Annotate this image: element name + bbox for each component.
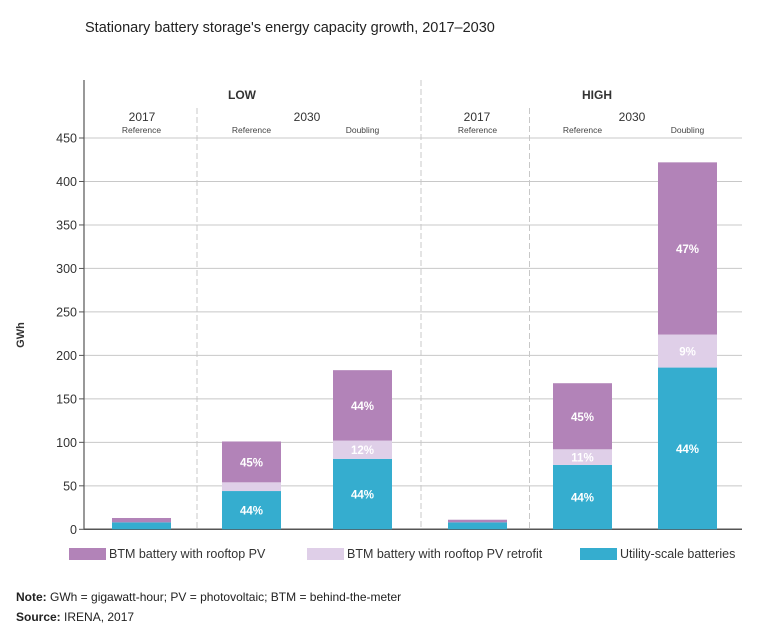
legend-swatch-rooftop xyxy=(69,548,106,560)
y-tick-label: 300 xyxy=(56,262,77,276)
legend-item-retrofit: BTM battery with rooftop PV retrofit xyxy=(307,547,542,561)
chart-svg: 0 50 100 150 200 250 300 350 400 450 GWh LOW HIGH 201… xyxy=(15,80,742,537)
year-label: 2030 xyxy=(294,110,321,124)
bar-segment xyxy=(448,519,507,523)
source-text: IRENA, 2017 xyxy=(60,610,135,624)
bar-segment xyxy=(222,441,281,483)
legend-swatch-retrofit xyxy=(307,548,344,560)
group-label: LOW xyxy=(228,88,257,102)
legend-label-retrofit: BTM battery with rooftop PV retrofit xyxy=(347,547,543,561)
y-tick-label: 100 xyxy=(56,436,77,450)
data-label: 9% xyxy=(679,347,696,359)
note-line: Note: GWh = gigawatt-hour; PV = photovol… xyxy=(16,590,401,604)
bar-segment xyxy=(333,370,392,441)
chart-title: Stationary battery storage's energy capa… xyxy=(85,20,495,36)
note-text: GWh = gigawatt-hour; PV = photovoltaic; … xyxy=(46,590,402,604)
bar-segment xyxy=(658,334,717,368)
scenario-label: Reference xyxy=(458,125,497,135)
y-tick-label: 350 xyxy=(56,218,77,232)
y-tick-label: 400 xyxy=(56,175,77,189)
legend-swatch-utility xyxy=(580,548,617,560)
year-label: 2030 xyxy=(619,110,646,124)
bar-segment xyxy=(553,449,612,465)
scenario-label: Reference xyxy=(122,125,161,135)
y-tick-label: 0 xyxy=(70,523,77,537)
data-label: 11% xyxy=(571,453,593,465)
bar-segment xyxy=(658,367,717,530)
year-label: 2017 xyxy=(464,110,491,124)
bar-segment xyxy=(658,162,717,335)
scenario-label: Reference xyxy=(563,125,602,135)
data-label: 44% xyxy=(676,444,699,456)
bar-segment xyxy=(333,440,392,459)
y-tick-label: 50 xyxy=(63,479,77,493)
source-label: Source: xyxy=(16,610,61,624)
data-label: 44% xyxy=(571,493,594,505)
data-label: 47% xyxy=(676,244,699,256)
legend-item-utility: Utility-scale batteries xyxy=(580,547,735,561)
bar-segment xyxy=(222,482,281,492)
data-label: 44% xyxy=(351,401,374,413)
y-tick-label: 150 xyxy=(56,392,77,406)
year-label: 2017 xyxy=(129,110,156,124)
y-axis-label: GWh xyxy=(15,322,27,348)
data-label: 45% xyxy=(240,457,263,469)
y-tick-label: 200 xyxy=(56,349,77,363)
data-label: 12% xyxy=(351,445,374,457)
y-tick-label: 250 xyxy=(56,305,77,319)
bar-segment xyxy=(112,517,171,523)
source-line: Source: IRENA, 2017 xyxy=(16,610,134,624)
data-label: 44% xyxy=(240,506,263,518)
legend-label-rooftop: BTM battery with rooftop PV xyxy=(109,547,266,561)
bar-segment xyxy=(222,491,281,530)
legend: BTM battery with rooftop PV BTM battery … xyxy=(0,547,773,567)
y-tick-label: 450 xyxy=(56,132,77,146)
scenario-label: Doubling xyxy=(671,125,705,135)
data-label: 45% xyxy=(571,412,594,424)
group-label: HIGH xyxy=(582,88,612,102)
legend-item-rooftop: BTM battery with rooftop PV xyxy=(69,547,265,561)
scenario-label: Doubling xyxy=(346,125,380,135)
note-label: Note: xyxy=(16,590,47,604)
bar-segment xyxy=(448,522,507,530)
bar-segment xyxy=(553,383,612,450)
bar-segment xyxy=(553,464,612,530)
bar-segment xyxy=(333,458,392,530)
legend-label-utility: Utility-scale batteries xyxy=(620,547,736,561)
data-label: 44% xyxy=(351,490,374,502)
scenario-label: Reference xyxy=(232,125,271,135)
bar-segment xyxy=(112,522,171,530)
